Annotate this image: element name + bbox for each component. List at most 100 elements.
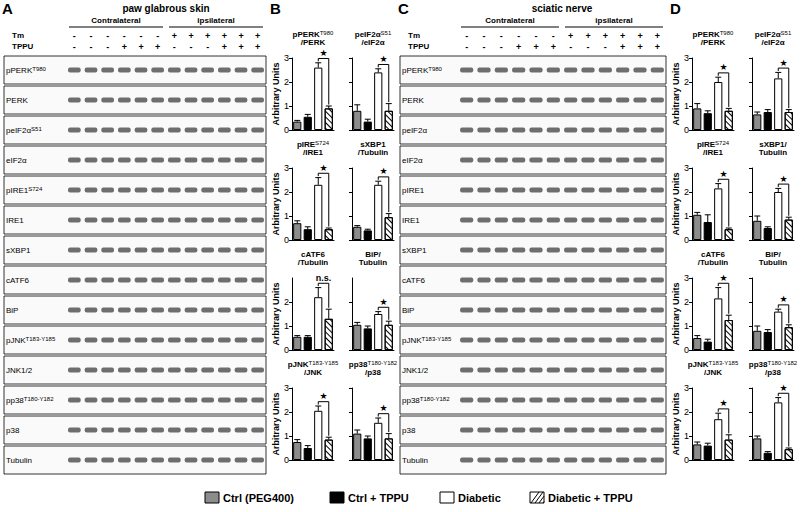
svg-text:Ctrl + TPPU: Ctrl + TPPU [348, 492, 409, 504]
svg-text:p38: p38 [402, 426, 416, 435]
svg-text:T980: T980 [32, 66, 46, 72]
svg-text:pp38: pp38 [6, 396, 24, 405]
svg-text:-: - [206, 42, 209, 52]
svg-text:BiP: BiP [402, 306, 414, 315]
svg-text:BiP: BiP [6, 306, 18, 315]
svg-text:ipsilateral: ipsilateral [197, 16, 234, 25]
svg-text:1: 1 [684, 321, 689, 331]
svg-text:sXBP1: sXBP1 [402, 246, 427, 255]
svg-text:T180-Y182: T180-Y182 [420, 396, 450, 402]
svg-text:JNK1/2: JNK1/2 [6, 366, 33, 375]
svg-text:3: 3 [684, 273, 689, 283]
svg-text:★: ★ [719, 169, 727, 179]
svg-text:sXBP1: sXBP1 [6, 246, 31, 255]
svg-text:+: + [255, 31, 260, 41]
svg-text:2: 2 [284, 297, 289, 307]
svg-text:+: + [122, 42, 127, 52]
svg-text:-: - [190, 42, 193, 52]
svg-text:/eIF2α: /eIF2α [361, 38, 384, 47]
svg-text:+: + [238, 31, 243, 41]
svg-text:Contralateral: Contralateral [91, 16, 140, 25]
svg-text:PERK: PERK [6, 96, 28, 105]
svg-text:/Tubulin: /Tubulin [298, 258, 329, 267]
svg-text:2: 2 [284, 187, 289, 197]
svg-text:pIRE1: pIRE1 [402, 186, 425, 195]
svg-text:-: - [465, 31, 468, 41]
svg-text:ipsilateral: ipsilateral [595, 16, 632, 25]
svg-text:+: + [255, 42, 260, 52]
svg-text:-: - [173, 42, 176, 52]
svg-text:/IRE1: /IRE1 [703, 148, 724, 157]
svg-text:Arbitrary Units: Arbitrary Units [671, 282, 681, 345]
svg-text:1: 1 [684, 101, 689, 111]
svg-text:3: 3 [284, 383, 289, 393]
svg-text:cATF6: cATF6 [402, 276, 426, 285]
svg-text:eIF2α: eIF2α [6, 156, 27, 165]
svg-text:+: + [138, 42, 143, 52]
svg-text:-: - [90, 42, 93, 52]
svg-text:-: - [535, 31, 538, 41]
svg-text:Arbitrary Units: Arbitrary Units [671, 172, 681, 235]
svg-text:-: - [73, 31, 76, 41]
svg-text:★: ★ [379, 166, 387, 176]
svg-text:S724: S724 [28, 186, 43, 192]
svg-text:-: - [500, 31, 503, 41]
svg-text:+: + [516, 42, 521, 52]
svg-text:+: + [222, 31, 227, 41]
svg-text:+: + [655, 31, 660, 41]
svg-text:pPERK: pPERK [402, 66, 429, 75]
svg-text:/p38: /p38 [365, 368, 382, 377]
svg-text:★: ★ [719, 398, 727, 408]
svg-text:★: ★ [719, 273, 727, 283]
svg-text:+: + [533, 42, 538, 52]
svg-text:★: ★ [379, 54, 387, 64]
svg-text:0: 0 [284, 455, 289, 465]
svg-text:1: 1 [684, 431, 689, 441]
svg-text:p38: p38 [6, 426, 20, 435]
svg-text:D: D [670, 0, 681, 17]
svg-text:+: + [222, 42, 227, 52]
svg-text:0: 0 [284, 125, 289, 135]
svg-text:-: - [552, 31, 555, 41]
svg-text:2: 2 [284, 77, 289, 87]
svg-text:+: + [620, 42, 625, 52]
svg-text:★: ★ [719, 62, 727, 72]
svg-text:T980: T980 [720, 30, 734, 36]
svg-text:+: + [637, 31, 642, 41]
svg-text:0: 0 [684, 235, 689, 245]
svg-text:1: 1 [284, 431, 289, 441]
svg-text:+: + [585, 31, 590, 41]
svg-text:/p38: /p38 [765, 368, 782, 377]
svg-text:Tubulin: Tubulin [359, 258, 387, 267]
svg-text:0: 0 [684, 125, 689, 135]
svg-text:n.s.: n.s. [316, 273, 332, 283]
svg-text:S724: S724 [715, 140, 730, 146]
svg-text:pPERK: pPERK [6, 66, 33, 75]
svg-text:S51: S51 [381, 30, 392, 36]
svg-text:0: 0 [284, 235, 289, 245]
svg-text:JNK1/2: JNK1/2 [402, 366, 429, 375]
svg-text:/IRE1: /IRE1 [303, 148, 324, 157]
svg-text:★: ★ [379, 403, 387, 413]
svg-text:S51: S51 [781, 30, 792, 36]
svg-text:1: 1 [284, 211, 289, 221]
svg-text:/PERK: /PERK [301, 38, 326, 47]
svg-text:Tm: Tm [12, 31, 24, 40]
svg-text:pJNK: pJNK [402, 336, 422, 345]
svg-text:+: + [155, 42, 160, 52]
svg-text:2: 2 [684, 187, 689, 197]
svg-text:-: - [140, 31, 143, 41]
svg-text:★: ★ [779, 294, 787, 304]
svg-text:-: - [500, 42, 503, 52]
svg-text:paw glabrous skin: paw glabrous skin [122, 3, 209, 14]
svg-text:/eIF2α: /eIF2α [761, 38, 784, 47]
svg-text:+: + [603, 31, 608, 41]
svg-text:peIF2α: peIF2α [402, 126, 427, 135]
svg-text:A: A [2, 0, 13, 17]
svg-text:Tubulin: Tubulin [402, 456, 428, 465]
svg-text:pJNK: pJNK [6, 336, 26, 345]
svg-text:+: + [205, 31, 210, 41]
svg-text:/Tubulin: /Tubulin [698, 258, 729, 267]
svg-text:Diabetic + TPPU: Diabetic + TPPU [548, 492, 633, 504]
svg-text:-: - [123, 31, 126, 41]
